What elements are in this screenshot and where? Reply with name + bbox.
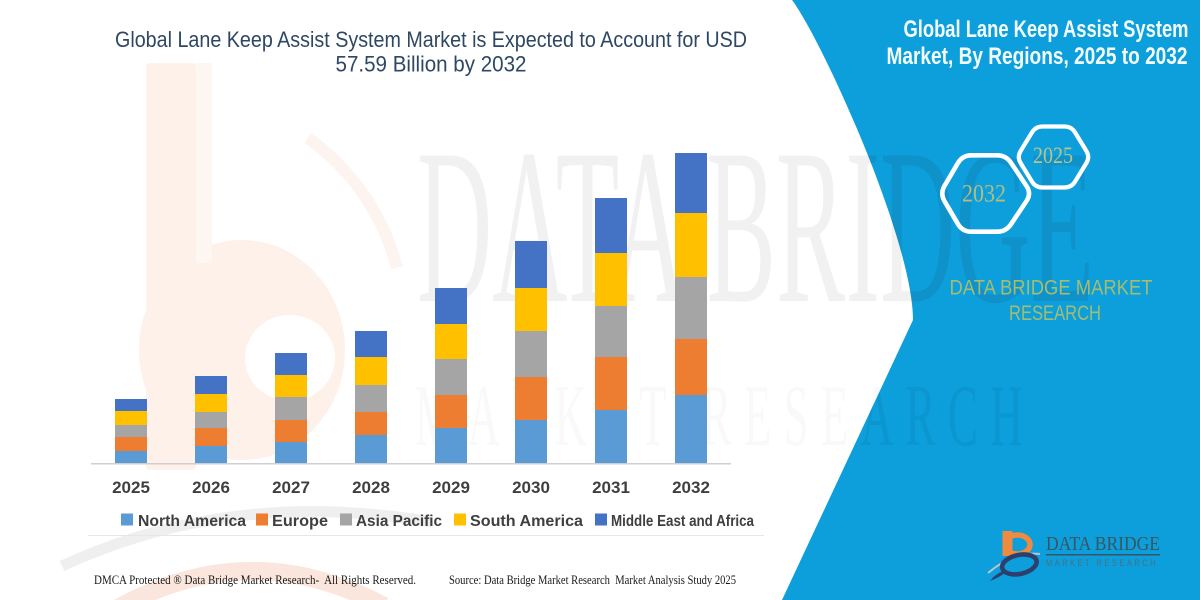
svg-text:Middle East and Africa: Middle East and Africa xyxy=(611,513,754,530)
svg-text:2028: 2028 xyxy=(352,478,390,497)
svg-text:Global Lane Keep Assist System: Global Lane Keep Assist System Market is… xyxy=(115,27,747,52)
svg-text:North America: North America xyxy=(138,513,246,530)
svg-text:2031: 2031 xyxy=(592,478,630,497)
svg-text:57.59 Billion by 2032: 57.59 Billion by 2032 xyxy=(336,52,527,77)
svg-text:2025: 2025 xyxy=(1033,143,1073,168)
svg-text:MARKET RESEARCH: MARKET RESEARCH xyxy=(1046,558,1158,568)
svg-text:2029: 2029 xyxy=(432,478,470,497)
svg-text:2032: 2032 xyxy=(962,181,1006,208)
svg-text:Source: Data Bridge Market Res: Source: Data Bridge Market Research Mark… xyxy=(449,573,736,587)
svg-text:2027: 2027 xyxy=(272,478,310,497)
svg-text:Market, By Regions, 2025 to 20: Market, By Regions, 2025 to 2032 xyxy=(887,43,1188,70)
svg-text:2026: 2026 xyxy=(192,478,230,497)
svg-text:2030: 2030 xyxy=(512,478,550,497)
svg-text:2025: 2025 xyxy=(112,478,150,497)
svg-text:RESEARCH: RESEARCH xyxy=(1009,302,1101,325)
svg-text:2032: 2032 xyxy=(672,478,710,497)
svg-text:Global Lane Keep Assist System: Global Lane Keep Assist System xyxy=(904,16,1189,43)
svg-text:DATA BRIDGE MARKET: DATA BRIDGE MARKET xyxy=(950,277,1153,300)
svg-text:DMCA Protected ® Data Bridge M: DMCA Protected ® Data Bridge Market Rese… xyxy=(94,573,416,587)
svg-text:Asia Pacific: Asia Pacific xyxy=(356,513,442,530)
svg-text:South America: South America xyxy=(470,513,583,530)
svg-text:DATA BRIDGE: DATA BRIDGE xyxy=(1046,533,1160,555)
svg-text:Europe: Europe xyxy=(272,513,328,530)
